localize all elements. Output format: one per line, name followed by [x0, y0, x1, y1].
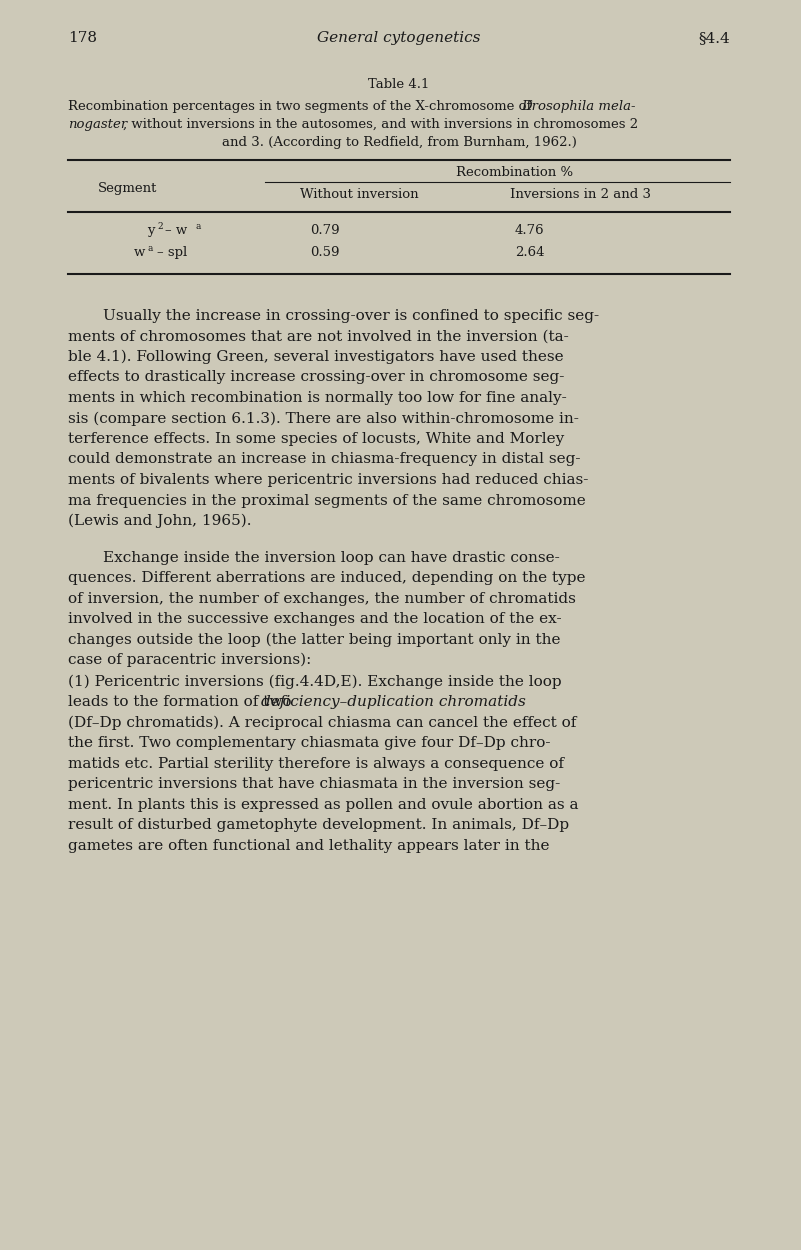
Text: gametes are often functional and lethality appears later in the: gametes are often functional and lethali… — [68, 839, 549, 852]
Text: Exchange inside the inversion loop can have drastic conse-: Exchange inside the inversion loop can h… — [103, 551, 560, 565]
Text: Recombination percentages in two segments of the X-chromosome of: Recombination percentages in two segment… — [68, 100, 536, 112]
Text: the first. Two complementary chiasmata give four Df–Dp chro-: the first. Two complementary chiasmata g… — [68, 736, 550, 750]
Text: (1) Pericentric inversions (fig.4.4D,E). Exchange inside the loop: (1) Pericentric inversions (fig.4.4D,E).… — [68, 675, 562, 689]
Text: ments of chromosomes that are not involved in the inversion (ta-: ments of chromosomes that are not involv… — [68, 330, 569, 344]
Text: changes outside the loop (the latter being important only in the: changes outside the loop (the latter bei… — [68, 632, 561, 648]
Text: Recombination %: Recombination % — [457, 166, 574, 179]
Text: terference effects. In some species of locusts, White and Morley: terference effects. In some species of l… — [68, 432, 564, 446]
Text: Inversions in 2 and 3: Inversions in 2 and 3 — [510, 188, 651, 201]
Text: Table 4.1: Table 4.1 — [368, 78, 429, 91]
Text: 2.64: 2.64 — [515, 246, 545, 259]
Text: (Lewis and John, 1965).: (Lewis and John, 1965). — [68, 514, 252, 528]
Text: Without inversion: Without inversion — [300, 188, 419, 201]
Text: effects to drastically increase crossing-over in chromosome seg-: effects to drastically increase crossing… — [68, 370, 565, 385]
Text: General cytogenetics: General cytogenetics — [317, 31, 481, 45]
Text: Segment: Segment — [98, 182, 157, 195]
Text: sis (compare section 6.1.3). There are also within-chromosome in-: sis (compare section 6.1.3). There are a… — [68, 411, 579, 425]
Text: a: a — [147, 244, 152, 252]
Text: (Df–Dp chromatids). A reciprocal chiasma can cancel the effect of: (Df–Dp chromatids). A reciprocal chiasma… — [68, 715, 577, 730]
Text: result of disturbed gametophyte development. In animals, Df–Dp: result of disturbed gametophyte developm… — [68, 819, 570, 832]
Text: – w: – w — [165, 224, 187, 238]
Text: nogaster: nogaster — [68, 118, 127, 131]
Text: ble 4.1). Following Green, several investigators have used these: ble 4.1). Following Green, several inves… — [68, 350, 564, 364]
Text: , without inversions in the autosomes, and with inversions in chromosomes 2: , without inversions in the autosomes, a… — [123, 118, 638, 131]
Text: a: a — [195, 222, 200, 231]
Text: deficiency–duplication chromatids: deficiency–duplication chromatids — [261, 695, 526, 710]
Text: 2: 2 — [157, 222, 163, 231]
Text: ments of bivalents where pericentric inversions had reduced chias-: ments of bivalents where pericentric inv… — [68, 472, 589, 488]
Text: ma frequencies in the proximal segments of the same chromosome: ma frequencies in the proximal segments … — [68, 494, 586, 508]
Text: 4.76: 4.76 — [515, 224, 545, 238]
Text: involved in the successive exchanges and the location of the ex-: involved in the successive exchanges and… — [68, 612, 562, 626]
Text: leads to the formation of two: leads to the formation of two — [68, 695, 296, 710]
Text: pericentric inversions that have chiasmata in the inversion seg-: pericentric inversions that have chiasma… — [68, 778, 560, 791]
Text: matids etc. Partial sterility therefore is always a consequence of: matids etc. Partial sterility therefore … — [68, 758, 564, 771]
Text: – spl: – spl — [157, 246, 187, 259]
Text: 0.79: 0.79 — [310, 224, 340, 238]
Text: and 3. (According to Redfield, from Burnham, 1962.): and 3. (According to Redfield, from Burn… — [222, 136, 577, 149]
Text: case of paracentric inversions):: case of paracentric inversions): — [68, 652, 312, 668]
Text: w: w — [134, 246, 145, 259]
Text: ment. In plants this is expressed as pollen and ovule abortion as a: ment. In plants this is expressed as pol… — [68, 798, 578, 812]
Text: 178: 178 — [68, 31, 97, 45]
Text: quences. Different aberrations are induced, depending on the type: quences. Different aberrations are induc… — [68, 571, 586, 585]
Text: of inversion, the number of exchanges, the number of chromatids: of inversion, the number of exchanges, t… — [68, 592, 576, 606]
Text: 0.59: 0.59 — [310, 246, 340, 259]
Text: Drosophila mela-: Drosophila mela- — [521, 100, 635, 112]
Text: could demonstrate an increase in chiasma-frequency in distal seg-: could demonstrate an increase in chiasma… — [68, 452, 581, 466]
Text: Usually the increase in crossing-over is confined to specific seg-: Usually the increase in crossing-over is… — [103, 309, 599, 322]
Text: ments in which recombination is normally too low for fine analy-: ments in which recombination is normally… — [68, 391, 567, 405]
Text: §4.4: §4.4 — [698, 31, 730, 45]
Text: y: y — [147, 224, 155, 238]
